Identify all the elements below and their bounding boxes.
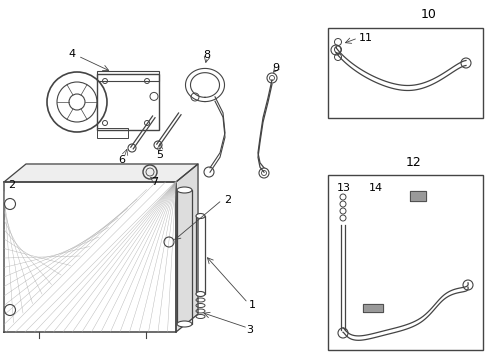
Polygon shape: [4, 182, 176, 332]
Ellipse shape: [177, 187, 192, 193]
Polygon shape: [4, 164, 198, 182]
Text: 6: 6: [118, 155, 125, 165]
Polygon shape: [362, 304, 382, 312]
Bar: [196, 216, 204, 294]
Text: 8: 8: [203, 50, 210, 60]
Ellipse shape: [196, 292, 204, 297]
Text: 2: 2: [8, 180, 15, 190]
Bar: [97, 128, 128, 138]
Bar: [97, 74, 159, 130]
Bar: [97, 71, 159, 81]
Text: 3: 3: [246, 325, 253, 335]
Text: 10: 10: [420, 9, 436, 22]
Text: 14: 14: [368, 183, 382, 193]
Polygon shape: [409, 191, 425, 201]
Text: 7: 7: [151, 177, 158, 187]
Ellipse shape: [196, 213, 204, 219]
Text: 4: 4: [68, 49, 76, 59]
Bar: [327, 28, 482, 118]
Text: 2: 2: [224, 195, 231, 205]
Text: 1: 1: [248, 300, 255, 310]
Bar: [177, 190, 192, 324]
Text: 12: 12: [405, 156, 420, 168]
Text: 11: 11: [358, 33, 372, 43]
Polygon shape: [176, 164, 198, 332]
Text: 9: 9: [272, 63, 279, 73]
Bar: [327, 175, 482, 350]
Ellipse shape: [177, 321, 192, 327]
Text: 5: 5: [156, 150, 163, 160]
Text: 13: 13: [336, 183, 350, 193]
